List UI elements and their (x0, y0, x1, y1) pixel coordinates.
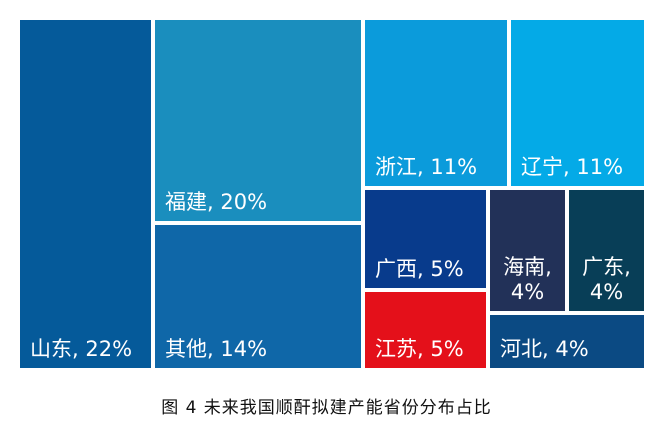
tile-rect-zhejiang (365, 20, 507, 186)
tile-zhejiang: 浙江, 11% (365, 20, 507, 186)
tile-hebei: 河北, 4% (490, 315, 644, 368)
tile-rect-fujian (155, 20, 361, 221)
tile-qita: 其他, 14% (155, 225, 361, 368)
tile-shandong: 山东, 22% (20, 20, 151, 368)
tile-rect-hebei (490, 315, 644, 368)
treemap-chart: 山东, 22% 福建, 20% 其他, 14% 浙江, 11% 辽宁, 11% 广西, 5… (20, 20, 644, 368)
tile-rect-hainan (490, 190, 565, 311)
tile-rect-guangxi (365, 190, 486, 288)
tile-liaoning: 辽宁, 11% (511, 20, 644, 186)
tile-fujian: 福建, 20% (155, 20, 361, 221)
tile-label-guangdong-line-1: 广东, (582, 255, 631, 279)
tile-rect-liaoning (511, 20, 644, 186)
tile-guangxi: 广西, 5% (365, 190, 486, 288)
tile-label-guangdong-line-2: 4% (590, 280, 623, 304)
tile-rect-jiangsu (365, 292, 486, 368)
tile-label-jiangsu: 江苏, 5% (375, 337, 464, 361)
tile-label-fujian: 福建, 20% (165, 190, 267, 214)
tile-guangdong: 广东,4% (569, 190, 644, 311)
tile-jiangsu: 江苏, 5% (365, 292, 486, 368)
tile-rect-qita (155, 225, 361, 368)
tile-rect-shandong (20, 20, 151, 368)
tile-label-hainan-line-1: 海南, (503, 255, 552, 279)
tile-label-shandong: 山东, 22% (30, 337, 132, 361)
tile-label-qita: 其他, 14% (165, 337, 267, 361)
tile-label-hebei: 河北, 4% (500, 337, 589, 361)
tile-rect-guangdong (569, 190, 644, 311)
tile-label-liaoning: 辽宁, 11% (521, 155, 623, 179)
tile-hainan: 海南,4% (490, 190, 565, 311)
tile-label-hainan-line-2: 4% (511, 280, 544, 304)
tile-label-guangxi: 广西, 5% (375, 257, 464, 281)
figure-caption: 图 4 未来我国顺酐拟建产能省份分布占比 (161, 398, 492, 418)
tile-label-zhejiang: 浙江, 11% (375, 155, 477, 179)
